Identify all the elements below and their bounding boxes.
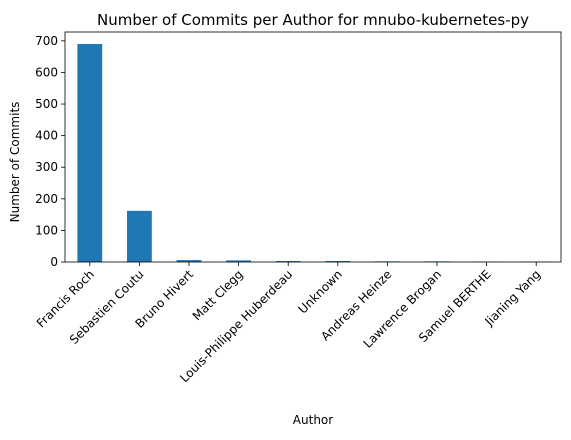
- chart-title: Number of Commits per Author for mnubo-k…: [97, 11, 529, 29]
- y-tick-label: 400: [35, 129, 58, 143]
- y-tick-label: 500: [35, 97, 58, 111]
- y-tick-label: 0: [50, 255, 58, 269]
- x-tick-label: Unknown: [296, 267, 345, 316]
- y-tick-label: 600: [35, 65, 58, 79]
- y-axis-label: Number of Commits: [8, 102, 22, 223]
- y-tick-label: 300: [35, 160, 58, 174]
- y-tick-label: 700: [35, 34, 58, 48]
- bar: [127, 211, 152, 262]
- bar: [77, 44, 102, 262]
- x-axis-label: Author: [293, 413, 333, 427]
- y-tick-label: 100: [35, 223, 58, 237]
- y-tick-label: 200: [35, 192, 58, 206]
